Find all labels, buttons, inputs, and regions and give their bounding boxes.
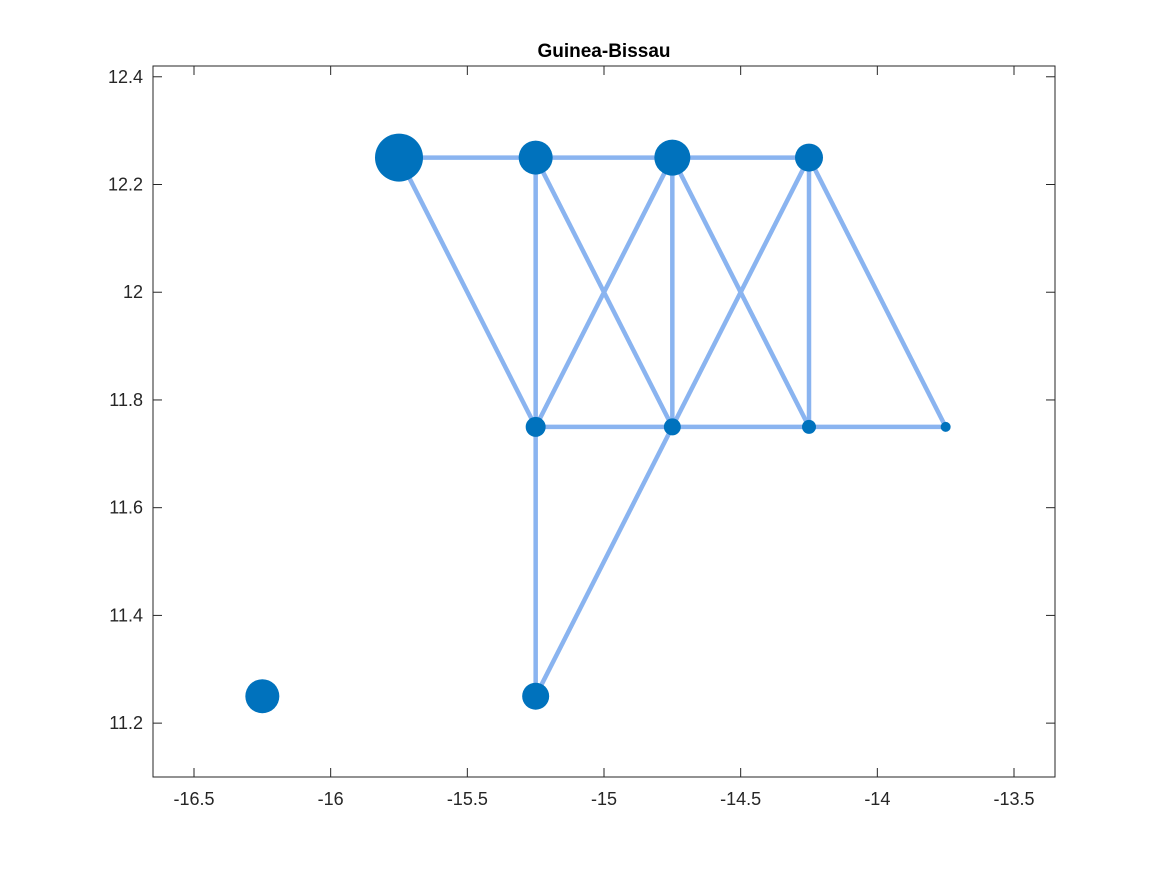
y-tick-label: 11.2 [109, 713, 143, 733]
y-tick-label: 11.6 [109, 498, 143, 518]
graph-node [802, 419, 816, 434]
y-tick-label: 12 [123, 282, 143, 302]
graph-node [654, 139, 691, 176]
y-tick-label: 12.2 [108, 175, 143, 195]
graph-node [245, 679, 280, 714]
x-tick-label: -14.5 [720, 789, 761, 809]
graph-node [518, 140, 553, 175]
graph-edge [670, 156, 812, 428]
chart-title: Guinea-Bissau [537, 41, 670, 62]
graph-edge [806, 156, 948, 428]
x-tick-label: -13.5 [993, 789, 1034, 809]
graph-edge [533, 425, 675, 698]
x-tick-label: -15.5 [447, 789, 488, 809]
graph-edge [533, 156, 675, 428]
y-tick-label: 11.8 [109, 390, 143, 410]
y-tick-label: 11.4 [109, 605, 143, 625]
graph-node [522, 682, 550, 710]
graph-node [795, 143, 823, 172]
graph-edge [396, 156, 538, 428]
axes-layer: -16.5 -16 -15.5 -15 -14.5 -14 -13.5 11.2 11.4 11.… [108, 65, 1056, 809]
graph-node [375, 133, 423, 182]
graph-node [663, 418, 681, 436]
plot-area [153, 66, 1055, 777]
nodes-layer [245, 133, 951, 714]
edges-layer [396, 155, 948, 698]
x-tick-label: -14 [864, 789, 890, 809]
x-tick-label: -16 [318, 789, 344, 809]
y-tick-label: 12.4 [108, 67, 143, 87]
x-tick-label: -15 [591, 789, 617, 809]
x-tick-label: -16.5 [173, 789, 214, 809]
graph-node [525, 416, 546, 437]
graph-node [940, 421, 951, 432]
